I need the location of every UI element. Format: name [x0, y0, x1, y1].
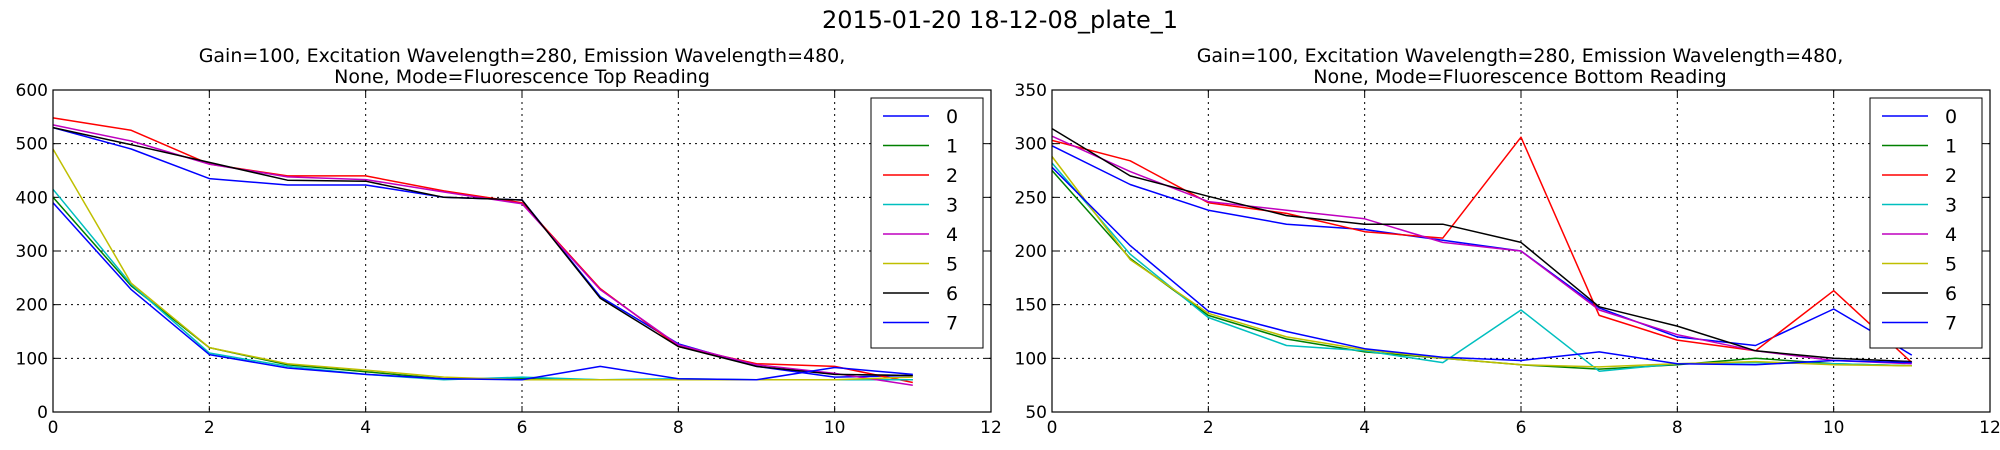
- right-x-tick-label: 12: [1979, 418, 2000, 438]
- right-y-tick-label: 50: [1025, 403, 1047, 423]
- left-x-tick-label: 12: [980, 418, 1002, 438]
- right-x-tick-label: 4: [1359, 418, 1370, 438]
- chart-left-title-line2: None, Mode=Fluorescence Top Reading: [334, 66, 710, 88]
- left-legend-label-7: 7: [946, 313, 958, 335]
- left-legend-label-4: 4: [946, 224, 958, 246]
- right-legend-label-7: 7: [1945, 313, 1957, 335]
- left-x-tick-label: 0: [48, 418, 59, 438]
- left-x-tick-label: 6: [517, 418, 528, 438]
- right-legend-box: [1869, 97, 1983, 349]
- right-legend-label-3: 3: [1945, 195, 1957, 217]
- left-y-tick-label: 500: [16, 135, 48, 155]
- chart-left-title-line1: Gain=100, Excitation Wavelength=280, Emi…: [199, 45, 846, 67]
- left-legend-label-5: 5: [946, 254, 958, 276]
- left-legend-label-6: 6: [946, 283, 958, 305]
- right-x-tick-label: 0: [1047, 418, 1058, 438]
- chart-right-title-line2: None, Mode=Fluorescence Bottom Reading: [1313, 66, 1726, 88]
- left-y-tick-label: 100: [16, 349, 48, 369]
- right-y-tick-label: 150: [1015, 296, 1047, 316]
- left-legend-label-3: 3: [946, 195, 958, 217]
- chart-left: Gain=100, Excitation Wavelength=280, Emi…: [16, 45, 1002, 438]
- right-series-line-6: [1051, 127, 1912, 363]
- left-x-tick-label: 10: [824, 418, 846, 438]
- right-legend-label-5: 5: [1945, 254, 1957, 276]
- left-series-line-2: [52, 117, 913, 384]
- left-series-line-3: [52, 188, 913, 381]
- right-y-tick-label: 100: [1015, 349, 1047, 369]
- left-legend-label-0: 0: [946, 106, 958, 128]
- right-axes-frame: [1051, 89, 1991, 413]
- right-x-tick-label: 2: [1203, 418, 1214, 438]
- left-axes-frame: [52, 89, 992, 413]
- right-series-line-7: [1051, 166, 1912, 366]
- right-series-line-2: [1051, 136, 1913, 364]
- left-series-line-0: [52, 126, 913, 378]
- left-y-tick-label: 0: [37, 403, 48, 423]
- left-series-line-7: [52, 202, 913, 381]
- figure-title: 2015-01-20 18-12-08_plate_1: [822, 6, 1178, 34]
- left-legend-box: [870, 97, 984, 349]
- right-legend-label-0: 0: [1945, 106, 1957, 128]
- right-series-line-5: [1051, 156, 1912, 368]
- right-x-tick-label: 10: [1823, 418, 1845, 438]
- left-y-tick-label: 200: [16, 296, 48, 316]
- left-series-line-6: [52, 126, 913, 377]
- left-y-tick-label: 400: [16, 188, 48, 208]
- right-legend-label-1: 1: [1945, 136, 1957, 158]
- right-y-tick-label: 250: [1015, 188, 1047, 208]
- right-y-tick-label: 350: [1015, 81, 1047, 101]
- left-y-tick-label: 300: [16, 242, 48, 262]
- left-x-tick-label: 8: [673, 418, 684, 438]
- left-y-tick-label: 600: [16, 81, 48, 101]
- left-series-line-4: [52, 124, 913, 386]
- left-series-line-1: [52, 196, 913, 381]
- left-x-tick-label: 4: [360, 418, 371, 438]
- chart-right: Gain=100, Excitation Wavelength=280, Emi…: [1015, 45, 2000, 438]
- right-x-tick-label: 8: [1672, 418, 1683, 438]
- right-legend-label-2: 2: [1945, 165, 1957, 187]
- right-x-tick-label: 6: [1516, 418, 1527, 438]
- right-legend-label-6: 6: [1945, 283, 1957, 305]
- right-legend-label-4: 4: [1945, 224, 1957, 246]
- right-series-line-1: [1051, 170, 1912, 370]
- left-legend-label-1: 1: [946, 136, 958, 158]
- right-y-tick-label: 300: [1015, 135, 1047, 155]
- left-series-line-5: [52, 148, 913, 381]
- right-y-tick-label: 200: [1015, 242, 1047, 262]
- chart-right-title-line1: Gain=100, Excitation Wavelength=280, Emi…: [1197, 45, 1844, 67]
- right-series-line-3: [1051, 162, 1912, 372]
- left-x-tick-label: 2: [204, 418, 215, 438]
- right-series-line-0: [1051, 145, 1913, 356]
- left-legend-label-2: 2: [946, 165, 958, 187]
